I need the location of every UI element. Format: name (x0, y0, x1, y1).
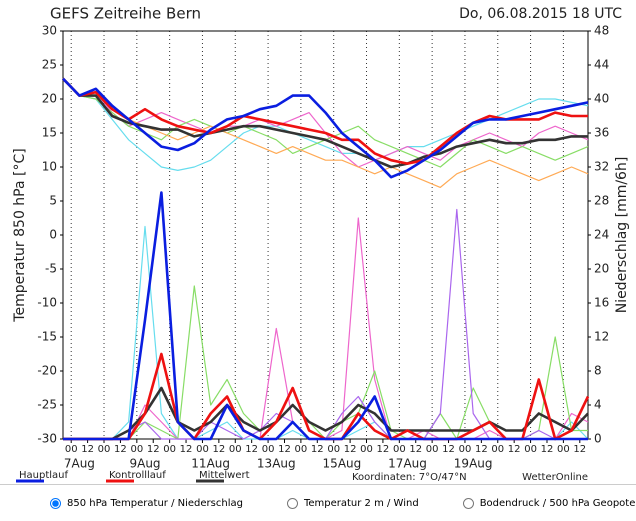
ensemble-line (62, 78, 589, 171)
y-tick-label: -5 (45, 262, 57, 276)
view-option[interactable]: 850 hPa Temperatur / Niederschlag (50, 498, 243, 509)
day-label: 19Aug (454, 457, 493, 471)
x-tick-label: 00 (491, 444, 504, 455)
x-tick-label: 12 (541, 444, 554, 455)
ensemble-line (63, 217, 589, 440)
y-tick-label: 25 (42, 58, 57, 72)
x-tick-label: 12 (344, 444, 357, 455)
x-tick-label: 12 (311, 444, 324, 455)
coordinates: Koordinaten: 7°O/47°N (352, 472, 467, 483)
plot-frame (62, 30, 589, 440)
x-tick-label: 00 (557, 444, 570, 455)
x-tick-label: 12 (508, 444, 521, 455)
y2-tick-label: 48 (594, 24, 609, 38)
y2-tick-label: 24 (594, 228, 609, 242)
y-tick-label: 5 (49, 194, 57, 208)
x-tick-label: 12 (147, 444, 160, 455)
y2-tick-label: 20 (594, 262, 609, 276)
x-tick-label: 00 (130, 444, 143, 455)
x-tick-label: 12 (475, 444, 488, 455)
y-tick-label: 20 (42, 92, 57, 106)
x-tick-label: 12 (81, 444, 94, 455)
x-tick-label: 12 (114, 444, 127, 455)
ensemble-line (63, 208, 588, 440)
chart-title: GEFS Zeitreihe Bern (50, 5, 201, 23)
view-option[interactable]: Bodendruck / 500 hPa Geopotential (462, 498, 636, 509)
x-tick-label: 00 (98, 444, 111, 455)
separator (0, 484, 636, 485)
y2-tick-label: 32 (594, 160, 609, 174)
view-options: 850 hPa Temperatur / Niederschlag Tempera… (0, 498, 636, 509)
x-tick-label: 12 (409, 444, 422, 455)
x-tick-label: 00 (360, 444, 373, 455)
x-tick-label: 00 (295, 444, 308, 455)
y-axis-title: Temperatur 850 hPa [°C] (12, 148, 28, 322)
day-label: 9Aug (129, 457, 160, 471)
x-tick-label: 12 (377, 444, 390, 455)
y-tick-label: 0 (49, 228, 57, 242)
x-tick-label: 00 (426, 444, 439, 455)
day-label: 17Aug (388, 457, 427, 471)
x-tick-label: 12 (180, 444, 193, 455)
ensemble-line (62, 78, 589, 168)
x-tick-label: 12 (245, 444, 258, 455)
ensemble-line (63, 191, 588, 441)
main-run-line (62, 77, 589, 179)
x-tick-label: 12 (278, 444, 291, 455)
day-label: 13Aug (257, 457, 296, 471)
x-tick-label: 00 (229, 444, 242, 455)
chart: GEFS Zeitreihe Bern Do, 06.08.2015 18 UT… (0, 5, 636, 485)
y-tick-label: -25 (37, 398, 57, 412)
x-tick-label: 00 (327, 444, 340, 455)
ensemble-line (63, 352, 590, 441)
y2-tick-label: 28 (594, 194, 609, 208)
day-label: 7Aug (64, 457, 95, 471)
day-label: 15Aug (323, 457, 362, 471)
ensemble-line (62, 78, 589, 168)
option-label: Temperatur 2 m / Wind (303, 498, 419, 509)
y2-axis-title: Niederschlag [mm/6h] (614, 157, 630, 314)
y-tick-label: 30 (42, 24, 57, 38)
source: WetterOnline (522, 472, 588, 483)
y2-tick-label: 12 (594, 330, 609, 344)
y2-tick-label: 40 (594, 92, 609, 106)
y-tick-label: -20 (37, 364, 57, 378)
legend-label: Hauptlauf (19, 470, 68, 481)
y-tick-label: -10 (37, 296, 57, 310)
chart-subtitle: Do, 06.08.2015 18 UTC (459, 6, 622, 22)
y-tick-label: 10 (42, 160, 57, 174)
option-label: 850 hPa Temperatur / Niederschlag (67, 498, 243, 509)
x-tick-label: 00 (65, 444, 78, 455)
y-tick-label: 15 (42, 126, 57, 140)
legend-label: Kontrolllauf (109, 470, 166, 481)
y-tick-label: -30 (37, 432, 57, 446)
ensemble-line (63, 225, 589, 440)
main-run-line (62, 77, 588, 169)
radio-button[interactable] (462, 498, 474, 509)
x-tick-label: 12 (573, 444, 586, 455)
legend-label: Mittelwert (199, 470, 250, 481)
y2-tick-label: 44 (594, 58, 609, 72)
x-tick-label: 12 (212, 444, 225, 455)
ensemble-line (63, 386, 589, 441)
radio-button[interactable] (50, 498, 61, 509)
x-tick-label: 12 (442, 444, 455, 455)
x-tick-label: 00 (393, 444, 406, 455)
x-tick-label: 00 (459, 444, 472, 455)
y2-tick-label: 4 (594, 398, 602, 412)
x-tick-label: 00 (262, 444, 275, 455)
y-tick-label: -15 (37, 330, 57, 344)
option-label: Bodendruck / 500 hPa Geopotential (479, 498, 636, 509)
x-tick-label: 00 (524, 444, 537, 455)
y2-tick-label: 0 (594, 432, 602, 446)
view-option[interactable]: Temperatur 2 m / Wind (286, 498, 419, 509)
radio-button[interactable] (286, 498, 298, 509)
x-tick-label: 00 (196, 444, 209, 455)
y2-tick-label: 8 (594, 364, 602, 378)
y2-tick-label: 36 (594, 126, 609, 140)
day-label: 11Aug (191, 457, 230, 471)
y2-tick-label: 16 (594, 296, 609, 310)
x-tick-label: 00 (163, 444, 176, 455)
